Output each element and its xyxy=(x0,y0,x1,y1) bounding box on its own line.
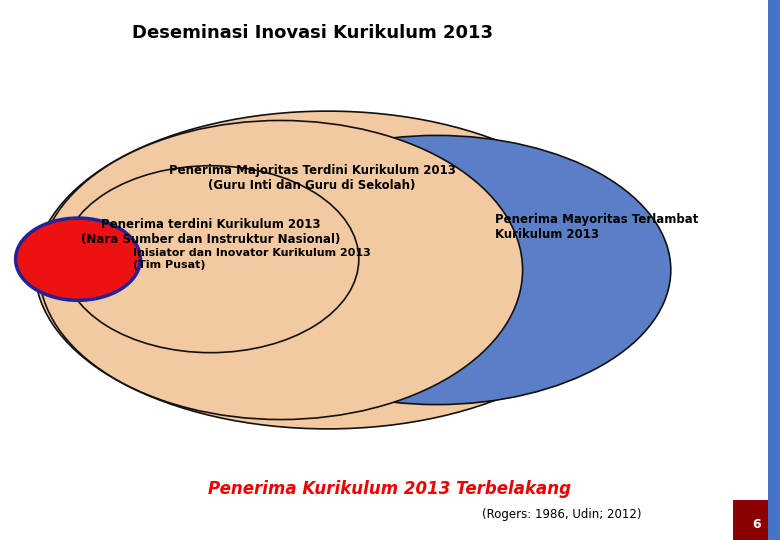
Ellipse shape xyxy=(203,136,671,404)
Ellipse shape xyxy=(39,120,523,420)
Ellipse shape xyxy=(16,218,140,300)
Text: Deseminasi Inovasi Kurikulum 2013: Deseminasi Inovasi Kurikulum 2013 xyxy=(132,24,492,42)
Text: Inisiator dan Inovator Kurikulum 2013
(Tim Pusat): Inisiator dan Inovator Kurikulum 2013 (T… xyxy=(133,248,370,270)
Text: Penerima terdini Kurikulum 2013
(Nara Sumber dan Instruktur Nasional): Penerima terdini Kurikulum 2013 (Nara Su… xyxy=(81,218,340,246)
Text: 6: 6 xyxy=(752,518,761,531)
Text: Penerima Mayoritas Terlambat
Kurikulum 2013: Penerima Mayoritas Terlambat Kurikulum 2… xyxy=(495,213,699,241)
Bar xyxy=(733,500,780,540)
Text: Penerima Kurikulum 2013 Terbelakang: Penerima Kurikulum 2013 Terbelakang xyxy=(208,480,572,498)
Ellipse shape xyxy=(62,166,359,353)
Bar xyxy=(768,0,780,540)
Ellipse shape xyxy=(35,111,620,429)
Text: (Rogers: 1986, Udin; 2012): (Rogers: 1986, Udin; 2012) xyxy=(482,508,641,521)
Text: Penerima Majoritas Terdini Kurikulum 2013
(Guru Inti dan Guru di Sekolah): Penerima Majoritas Terdini Kurikulum 201… xyxy=(168,164,456,192)
